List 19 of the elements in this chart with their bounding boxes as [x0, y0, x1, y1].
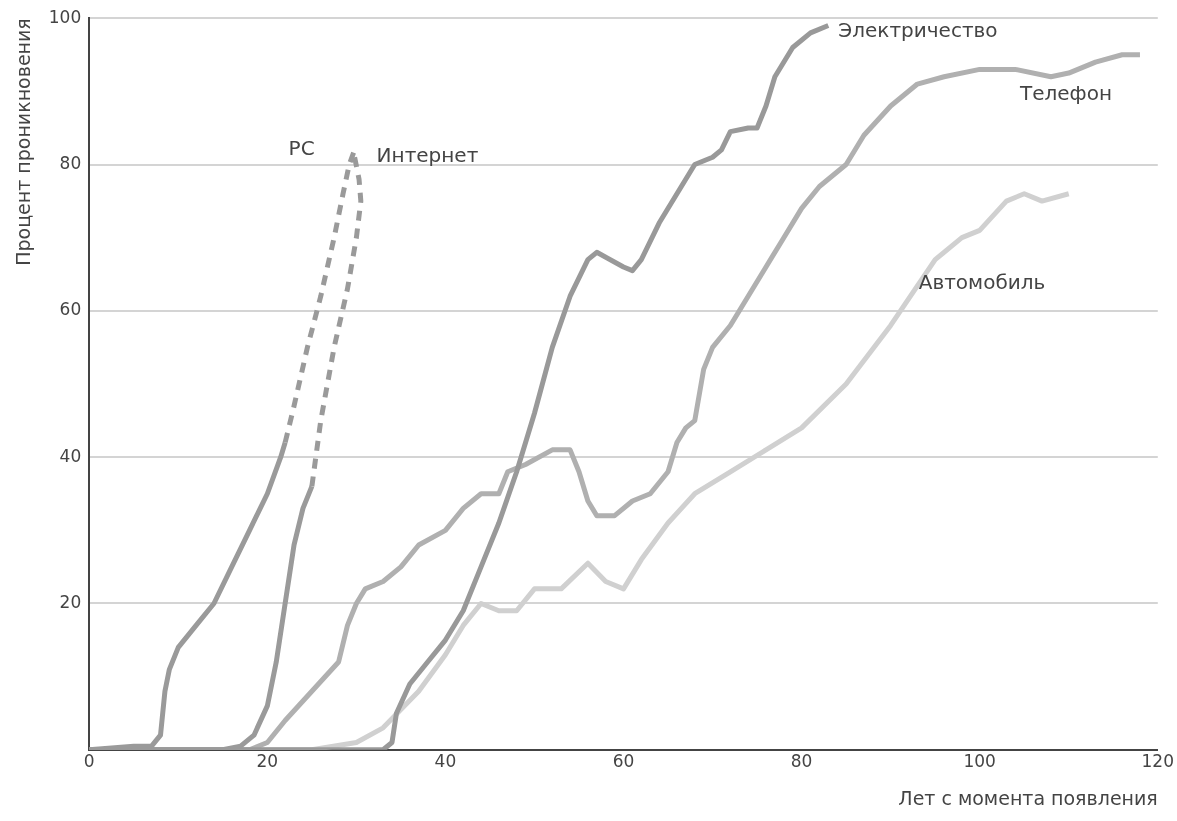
series-label: Электричество	[838, 17, 998, 42]
series-label: Интернет	[376, 143, 479, 168]
series-label: PC	[288, 136, 315, 161]
series-label: Автомобиль	[918, 269, 1046, 294]
y-axis-title: Процент проникновения	[12, 18, 35, 266]
x-tick-label: 0	[83, 751, 95, 772]
x-tick-label: 60	[612, 751, 635, 772]
y-tick-label: 60	[59, 299, 82, 320]
x-tick-label: 80	[790, 751, 813, 772]
x-axis-title: Лет с момента появления	[898, 786, 1158, 809]
x-tick-label: 100	[963, 751, 996, 772]
y-tick-label: 40	[59, 445, 82, 466]
x-tick-label: 20	[256, 751, 279, 772]
y-tick-label: 100	[48, 6, 82, 27]
series-label: Телефон	[1018, 80, 1112, 105]
x-tick-label: 120	[1141, 751, 1174, 772]
y-tick-label: 80	[59, 152, 82, 173]
x-tick-label: 40	[434, 751, 457, 772]
y-tick-label: 20	[59, 591, 82, 612]
